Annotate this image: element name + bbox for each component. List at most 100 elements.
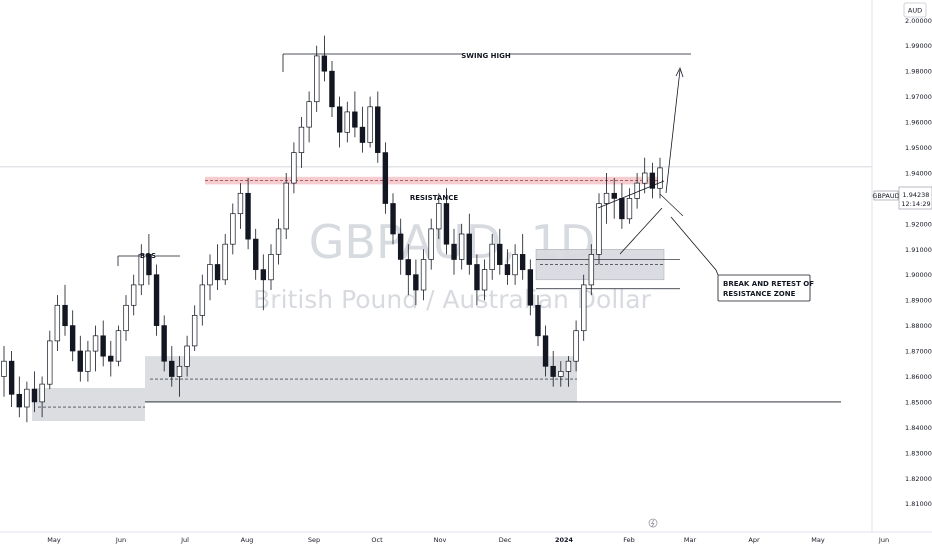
candle-body-85 bbox=[649, 172, 656, 189]
candle-body-44 bbox=[336, 106, 343, 133]
candle-body-58 bbox=[443, 203, 450, 245]
time-tick-2: Jul bbox=[180, 536, 189, 544]
candle-82 bbox=[626, 188, 633, 224]
note-box bbox=[717, 274, 811, 302]
candle-40 bbox=[306, 91, 312, 143]
candle-22 bbox=[169, 346, 175, 387]
candle-body-32 bbox=[245, 192, 251, 240]
candle-75 bbox=[573, 320, 579, 372]
candle-body-37 bbox=[283, 182, 289, 230]
candle-38 bbox=[291, 142, 297, 194]
candle-body-16 bbox=[123, 304, 129, 332]
bos-label: BOS bbox=[140, 252, 156, 260]
candle-body-14 bbox=[108, 355, 114, 362]
candle-53 bbox=[405, 244, 411, 296]
resistance-zone bbox=[205, 176, 663, 185]
candle-2 bbox=[16, 376, 22, 418]
candle-16 bbox=[123, 295, 129, 341]
last-price-label: GBPAUD 1.94238 12:14:29 bbox=[872, 186, 932, 210]
candle-41 bbox=[314, 45, 320, 112]
candle-body-5 bbox=[39, 383, 45, 403]
time-tick-13: Jun bbox=[878, 536, 889, 544]
price-tick-13: 1.88000 bbox=[905, 322, 932, 330]
candle-63 bbox=[481, 259, 488, 301]
projection-arrow-line bbox=[665, 69, 681, 194]
callout-pointer bbox=[670, 216, 719, 276]
candle-68 bbox=[519, 234, 526, 280]
candle-body-20 bbox=[153, 274, 160, 326]
candle-body-59 bbox=[451, 243, 457, 260]
time-tick-labels: May Jun Jul Aug Sep Oct Nov Dec 2024 Feb Mar Apr May… bbox=[47, 536, 889, 544]
candle-78 bbox=[596, 193, 602, 265]
candle-body-55 bbox=[420, 259, 427, 291]
candle-17 bbox=[130, 274, 137, 316]
candle-15 bbox=[115, 325, 122, 367]
candle-59 bbox=[451, 228, 457, 275]
candle-66 bbox=[504, 249, 511, 285]
candle-body-72 bbox=[550, 365, 556, 377]
candle-54 bbox=[413, 259, 419, 306]
candle-45 bbox=[344, 101, 350, 143]
candle-7 bbox=[54, 295, 61, 351]
candle-47 bbox=[359, 106, 366, 153]
note-callout[interactable]: BREAK AND RETEST OF RESISTANCE ZONE bbox=[717, 274, 814, 302]
candle-body-86 bbox=[657, 167, 663, 189]
candle-28 bbox=[214, 244, 221, 290]
chart-pane[interactable] bbox=[0, 0, 872, 532]
candle-72 bbox=[550, 351, 556, 387]
candle-body-9 bbox=[69, 325, 76, 352]
candle-body-46 bbox=[352, 111, 358, 128]
candle-61 bbox=[466, 213, 472, 275]
candle-body-4 bbox=[31, 388, 38, 403]
candle-25 bbox=[191, 305, 198, 351]
candle-body-6 bbox=[47, 340, 53, 385]
candle-36 bbox=[275, 218, 282, 265]
candle-46 bbox=[352, 91, 358, 138]
drawings-layer bbox=[117, 53, 719, 528]
currency-badge[interactable] bbox=[903, 2, 927, 18]
price-tick-18: 1.83000 bbox=[905, 449, 932, 457]
time-tick-0: May bbox=[47, 536, 61, 544]
candle-body-78 bbox=[596, 203, 602, 255]
price-axis[interactable]: 2.010002.000001.990001.980001.970001.960… bbox=[871, 0, 932, 550]
price-tick-19: 1.82000 bbox=[905, 475, 932, 483]
candle-51 bbox=[390, 193, 396, 245]
candle-55 bbox=[420, 249, 427, 301]
candle-body-76 bbox=[581, 284, 587, 332]
candle-56 bbox=[428, 218, 434, 270]
candle-body-83 bbox=[634, 182, 640, 199]
candle-80 bbox=[611, 178, 617, 219]
candle-body-10 bbox=[77, 350, 83, 372]
candle-body-73 bbox=[558, 371, 564, 377]
price-badge bbox=[898, 186, 932, 210]
candle-14 bbox=[108, 340, 114, 377]
candle-body-27 bbox=[207, 264, 213, 286]
candle-11 bbox=[85, 340, 91, 382]
candle-76 bbox=[581, 274, 587, 341]
candle-body-49 bbox=[375, 106, 381, 153]
candle-23 bbox=[176, 356, 183, 397]
candle-21 bbox=[161, 315, 167, 372]
candle-48 bbox=[367, 96, 373, 148]
candle-19 bbox=[146, 234, 152, 285]
candle-body-68 bbox=[519, 254, 526, 271]
candle-43 bbox=[329, 61, 335, 117]
time-tick-8: 2024 bbox=[555, 536, 574, 544]
event-marker-icon[interactable] bbox=[648, 518, 658, 528]
time-tick-12: May bbox=[811, 536, 825, 544]
candle-body-79 bbox=[603, 192, 610, 204]
wedge-upper-line bbox=[597, 180, 665, 209]
candle-body-47 bbox=[359, 126, 366, 143]
time-tick-11: Apr bbox=[748, 536, 760, 544]
candle-73 bbox=[558, 361, 564, 387]
candle-body-8 bbox=[62, 304, 68, 327]
candle-86 bbox=[657, 157, 663, 199]
candle-body-11 bbox=[85, 350, 91, 372]
candle-35 bbox=[268, 244, 274, 290]
time-axis[interactable]: May Jun Jul Aug Sep Oct Nov Dec 2024 Feb Mar Apr May… bbox=[0, 531, 932, 544]
candle-85 bbox=[649, 162, 656, 199]
price-tick-6: 1.95000 bbox=[905, 144, 932, 152]
candle-74 bbox=[565, 356, 572, 387]
candle-64 bbox=[489, 234, 495, 280]
